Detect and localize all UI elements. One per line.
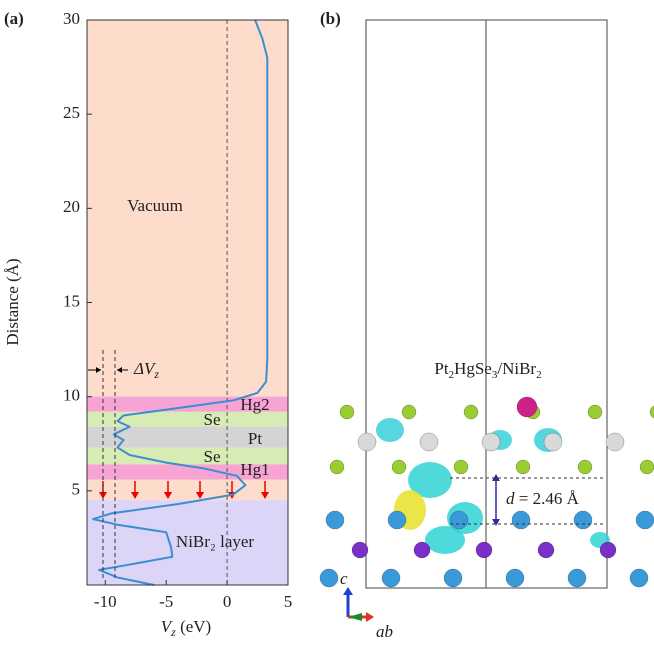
atom <box>464 405 478 419</box>
formula-part: Pt <box>434 359 448 378</box>
annotation-part: z <box>153 367 159 381</box>
atom <box>382 569 400 587</box>
atom <box>506 569 524 587</box>
isosurface <box>425 526 465 554</box>
atom <box>574 511 592 529</box>
structure <box>320 20 654 588</box>
atom <box>640 460 654 474</box>
axis-arrow <box>343 587 353 595</box>
y-tick-label: 20 <box>63 197 80 216</box>
y-tick-label: 5 <box>72 480 81 499</box>
atom <box>600 542 616 558</box>
atom <box>402 405 416 419</box>
atom <box>578 460 592 474</box>
axis-name: c <box>340 569 348 588</box>
atom <box>358 433 376 451</box>
atom <box>482 433 500 451</box>
atom <box>330 460 344 474</box>
atom <box>517 397 537 417</box>
atom <box>352 542 368 558</box>
y-axis-label: Distance (Å) <box>3 258 22 345</box>
region-label: Hg1 <box>240 460 269 479</box>
region-label: Vacuum <box>127 196 183 215</box>
atom <box>476 542 492 558</box>
atom <box>388 511 406 529</box>
formula: Pt2HgSe3/NiBr2 <box>434 359 541 381</box>
formula-part: /NiBr <box>497 359 536 378</box>
formula-part: HgSe <box>454 359 492 378</box>
atom <box>588 405 602 419</box>
atom <box>630 569 648 587</box>
distance-label: d = 2.46 Å <box>506 489 580 508</box>
axis-arrow <box>348 613 362 621</box>
atom <box>340 405 354 419</box>
atom <box>568 569 586 587</box>
formula-part: 2 <box>536 369 542 381</box>
atom <box>326 511 344 529</box>
region-label: NiBr₂ layer <box>176 532 254 551</box>
distance-part: = 2.46 Å <box>515 489 580 508</box>
atom <box>516 460 530 474</box>
x-label-part: (eV) <box>176 617 211 636</box>
atom <box>392 460 406 474</box>
y-tick-label: 10 <box>63 386 80 405</box>
atom <box>606 433 624 451</box>
region <box>87 412 288 427</box>
atom <box>414 542 430 558</box>
atom <box>636 511 654 529</box>
y-tick-label: 15 <box>63 291 80 310</box>
region-label: Se <box>204 410 221 429</box>
axis-arrow <box>366 612 374 622</box>
atom <box>538 542 554 558</box>
atom <box>454 460 468 474</box>
atom <box>450 511 468 529</box>
figure: VacuumHg2SePtSeHg1NiBr₂ layer-10-5055101… <box>0 0 654 643</box>
panel-label: (b) <box>320 9 341 28</box>
atom <box>420 433 438 451</box>
y-tick-label: 25 <box>63 103 80 122</box>
atom <box>512 511 530 529</box>
region-label: Se <box>204 447 221 466</box>
x-tick-label: 0 <box>223 592 232 611</box>
axis-name: ab <box>376 622 393 641</box>
x-axis-label: Vz (eV) <box>161 617 211 639</box>
annotation-part: ΔV <box>133 359 157 378</box>
atom <box>320 569 338 587</box>
atom <box>444 569 462 587</box>
y-tick-label: 30 <box>63 9 80 28</box>
region-label: Pt <box>248 429 262 448</box>
panel-label: (a) <box>4 9 24 28</box>
x-tick-label: -5 <box>159 592 173 611</box>
x-tick-label: -10 <box>94 592 117 611</box>
atom <box>650 405 654 419</box>
atom <box>544 433 562 451</box>
x-tick-label: 5 <box>284 592 293 611</box>
isosurface <box>376 418 404 442</box>
